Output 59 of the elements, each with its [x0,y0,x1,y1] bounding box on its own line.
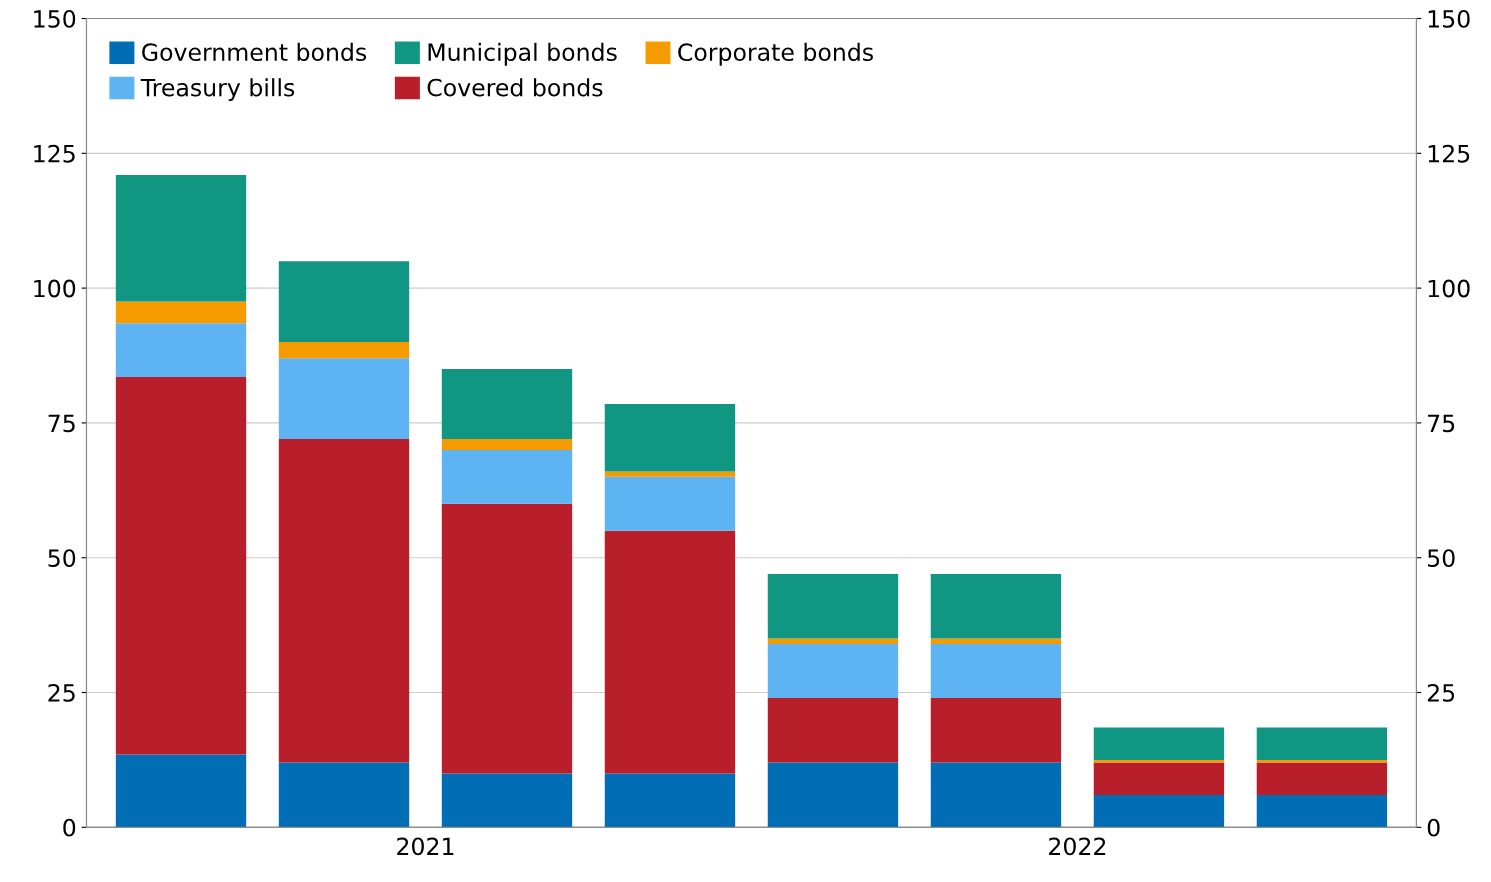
legend-label: Government bonds [142,42,367,62]
bar [767,638,899,644]
bar [604,530,736,774]
bar [278,342,410,359]
bar [1093,762,1225,795]
y-tick-label: 75 [48,414,75,433]
y-tick-label: 0 [63,818,76,837]
y-tick-label: 100 [34,279,76,298]
y2-tick-label: 50 [1427,549,1455,568]
legend-label: Covered bonds [427,78,603,97]
legend-label: Municipal bonds [428,42,617,66]
y-tick-label: 50 [48,549,76,568]
bar [115,301,247,324]
y2-tick-label: 150 [1428,9,1470,28]
bar [1256,794,1388,828]
bar [115,754,247,828]
bar [930,697,1062,763]
bar [767,697,899,763]
bar [441,369,573,440]
bar [441,773,573,828]
bar [930,762,1062,828]
bar [278,762,410,828]
text: 2021 [397,837,454,856]
bar [930,643,1062,698]
legend-label: Treasury bills [140,78,295,102]
bar [604,773,736,828]
y2-tick-label: 100 [1428,279,1470,298]
bar [1093,759,1225,763]
bar [767,643,899,698]
bar [604,476,736,531]
bar [441,439,573,450]
bar [930,573,1062,639]
bar [278,261,410,343]
bar [1093,794,1225,828]
bar [604,404,736,472]
bar [278,439,410,763]
bar [115,174,247,302]
y-tick-label: 25 [48,683,75,702]
bar [767,762,899,828]
bar [767,573,899,639]
bar [115,377,247,755]
y2-tick-label: 75 [1428,414,1455,433]
bar [1256,759,1388,763]
y2-tick-label: 25 [1427,683,1455,702]
y2-tick-label: 125 [1428,144,1470,163]
bar [278,358,410,440]
bar [1256,762,1388,795]
text: 2022 [1049,837,1106,856]
y-tick-label: 150 [34,9,76,28]
bar [115,323,247,378]
bar [930,638,1062,644]
bar [1093,727,1225,760]
bar [441,503,573,774]
y-tick-label: 125 [34,144,75,163]
legend-label: Corporate bonds [678,42,873,66]
bar [604,471,736,477]
bar [1256,727,1388,760]
bar [441,449,573,504]
y2-tick-label: 0 [1427,818,1440,837]
